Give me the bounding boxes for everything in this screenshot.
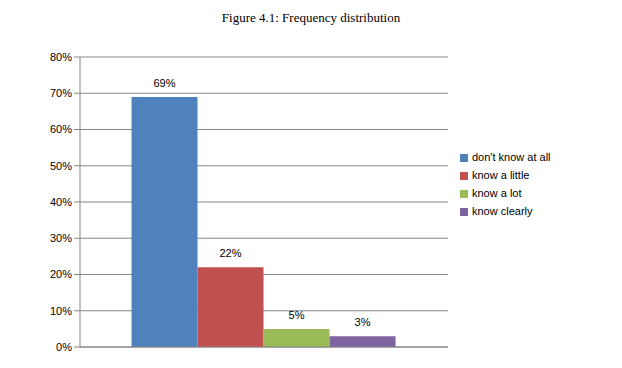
html-text:know clearly: know clearly <box>472 205 533 217</box>
html-text:know a little: know a little <box>472 169 530 181</box>
svg-text:70%: 70% <box>50 87 72 99</box>
svg-text:30%: 30% <box>50 232 72 244</box>
svg-text:10%: 10% <box>50 305 72 317</box>
svg-text:22%: 22% <box>220 247 242 259</box>
svg-text:5%: 5% <box>289 309 305 321</box>
svg-text:69%: 69% <box>154 77 176 89</box>
html-text:know a lot: know a lot <box>472 187 522 199</box>
svg-text:0%: 0% <box>56 341 72 353</box>
svg-text:40%: 40% <box>50 196 72 208</box>
svg-text:50%: 50% <box>50 160 72 172</box>
html-text:Figure 4.1: Frequency distribu: Figure 4.1: Frequency distribution <box>221 10 401 25</box>
svg-text:80%: 80% <box>50 51 72 63</box>
svg-text:3%: 3% <box>355 316 371 328</box>
html-text:don't know at all: don't know at all <box>472 151 551 163</box>
svg-text:60%: 60% <box>50 123 72 135</box>
svg-text:20%: 20% <box>50 268 72 280</box>
